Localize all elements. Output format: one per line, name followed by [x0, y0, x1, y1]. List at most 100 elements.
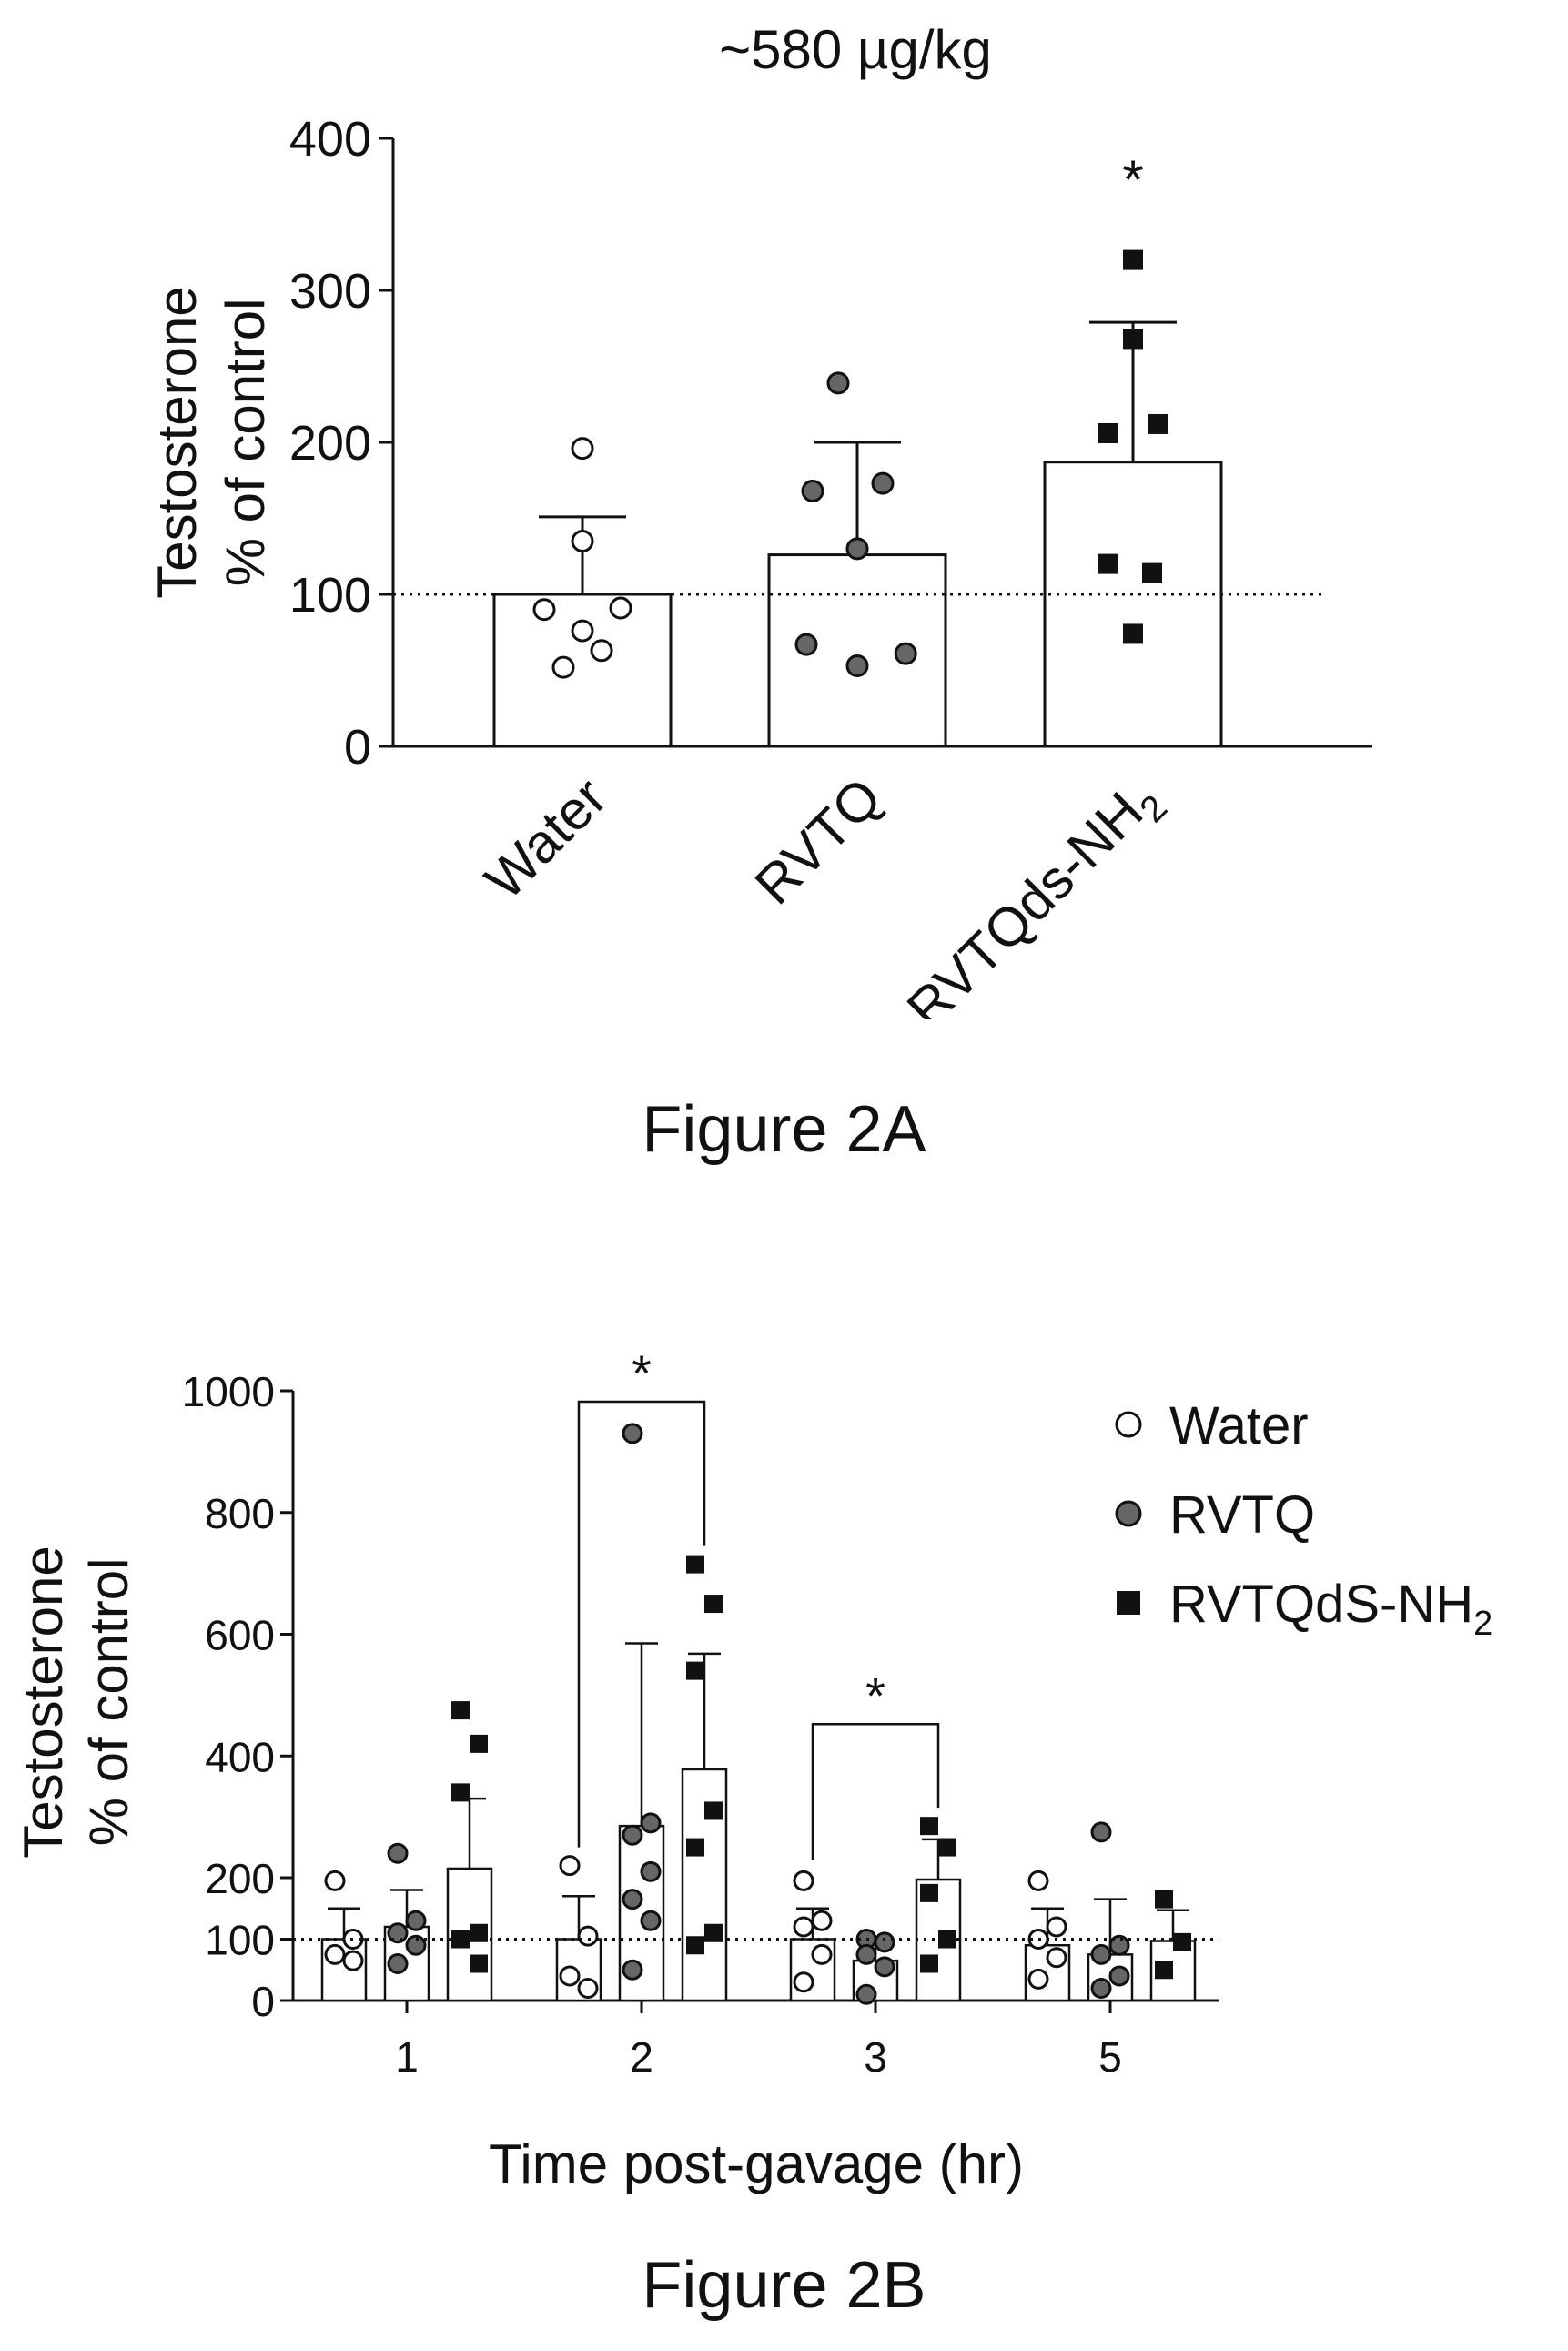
data-point [622, 1824, 643, 1846]
data-point [324, 1870, 346, 1891]
y-tick-label: 400 [289, 112, 371, 167]
data-point [855, 1983, 877, 2005]
y-tick-label: 600 [205, 1612, 275, 1659]
x-tick-label-rvtqds-nh: RVTQds-NH2 [895, 766, 1175, 1019]
data-point [451, 1701, 470, 1720]
data-point [590, 639, 613, 663]
x-tick-label: 2 [630, 2033, 653, 2081]
data-point [1108, 1965, 1130, 1987]
data-point [622, 1959, 643, 1981]
data-point [686, 1661, 704, 1680]
bar-water [492, 593, 673, 748]
data-point [622, 1889, 643, 1910]
data-point [794, 633, 818, 656]
legend-label: Water [1169, 1396, 1309, 1455]
data-point [793, 1870, 814, 1891]
y-tick-label: 200 [289, 416, 371, 471]
data-point [1046, 1947, 1067, 1969]
data-point [855, 1943, 877, 1965]
data-point [571, 530, 594, 553]
data-point [1142, 562, 1162, 583]
data-point [1098, 553, 1118, 574]
data-point [1148, 413, 1168, 434]
data-point [704, 1801, 723, 1820]
y-tick-label: 400 [205, 1733, 275, 1780]
data-point [609, 596, 632, 620]
data-point [1090, 1978, 1112, 1999]
data-point [1155, 1890, 1173, 1909]
y-tick-label: 800 [205, 1490, 275, 1537]
chart-title: ~580 µg/kg [719, 19, 992, 80]
data-point [686, 1838, 704, 1857]
data-point [686, 1555, 704, 1574]
x-axis-label: Time post-gavage (hr) [489, 2133, 1024, 2194]
data-point [894, 642, 917, 665]
legend-marker [1117, 1591, 1140, 1615]
data-point [640, 1812, 662, 1834]
x-tick-label: 5 [1098, 2033, 1122, 2081]
data-point [811, 1943, 833, 1965]
data-point [640, 1860, 662, 1882]
figure-caption-2a: Figure 2A [642, 1093, 926, 1166]
data-point [704, 1923, 723, 1942]
data-point [387, 1953, 409, 1974]
y-axis-label-line2: % of control [215, 299, 276, 587]
y-tick-label: 200 [205, 1855, 275, 1902]
data-point [532, 598, 556, 622]
data-point [1173, 1932, 1191, 1951]
data-point [470, 1734, 488, 1753]
data-point [1090, 1943, 1112, 1965]
data-point [470, 1923, 488, 1942]
x-tick-label-rvtq: RVTQ [744, 766, 893, 916]
chart-figure-2b: 0 100 200 400 600 800 1000 Testosterone% of con… [13, 1344, 1492, 2194]
data-point [1046, 1916, 1067, 1938]
data-point [640, 1910, 662, 1931]
data-point [551, 655, 575, 679]
data-point [704, 1595, 723, 1614]
significance-marker: * [1122, 149, 1143, 210]
significance-marker: * [865, 1667, 885, 1724]
y-tick-label: 1000 [182, 1368, 275, 1415]
data-point [1090, 1821, 1112, 1843]
y-tick-label: 0 [344, 720, 371, 775]
data-point [920, 1817, 938, 1836]
data-point [577, 1978, 599, 1999]
y-tick-label: 0 [251, 1978, 275, 2025]
chart-figure-2a: ~580 µg/kg 0 100 200 300 400 Testosterone% of … [147, 19, 1372, 1019]
y-axis-label-line2: % of control [78, 1558, 139, 1847]
data-point [871, 471, 895, 495]
data-point [470, 1954, 488, 1973]
figure-caption-2b: Figure 2B [642, 2249, 926, 2322]
data-point [559, 1855, 581, 1877]
data-point [686, 1936, 704, 1955]
x-tick-label: 3 [864, 2033, 887, 2081]
y-tick-label: 100 [289, 568, 371, 623]
data-point [811, 1910, 833, 1931]
data-point [405, 1910, 427, 1931]
data-point [938, 1930, 956, 1949]
data-point [1155, 1961, 1173, 1980]
data-point [1108, 1934, 1130, 1956]
data-point [826, 371, 850, 395]
data-point [622, 1423, 643, 1444]
significance-bracket [811, 1723, 940, 1860]
data-point [920, 1883, 938, 1902]
data-point [559, 1965, 581, 1987]
data-point [845, 537, 869, 561]
x-tick-label: 1 [395, 2033, 419, 2081]
data-point [342, 1950, 364, 1971]
data-point [938, 1838, 956, 1857]
y-tick-label: 100 [205, 1917, 275, 1964]
legend-label: RVTQdS-NH2 [1169, 1575, 1492, 1643]
data-point [1098, 422, 1118, 443]
legend-marker [1115, 1500, 1142, 1527]
y-axis-label-line1: Testosterone [13, 1545, 74, 1859]
data-point [1027, 1968, 1049, 1990]
data-point [874, 1931, 895, 1953]
significance-bracket [577, 1400, 706, 1848]
data-point [451, 1930, 470, 1949]
data-point [793, 1971, 814, 1993]
data-point [387, 1922, 409, 1944]
bar-rvtq [767, 553, 947, 748]
y-tick-label: 300 [289, 264, 371, 319]
